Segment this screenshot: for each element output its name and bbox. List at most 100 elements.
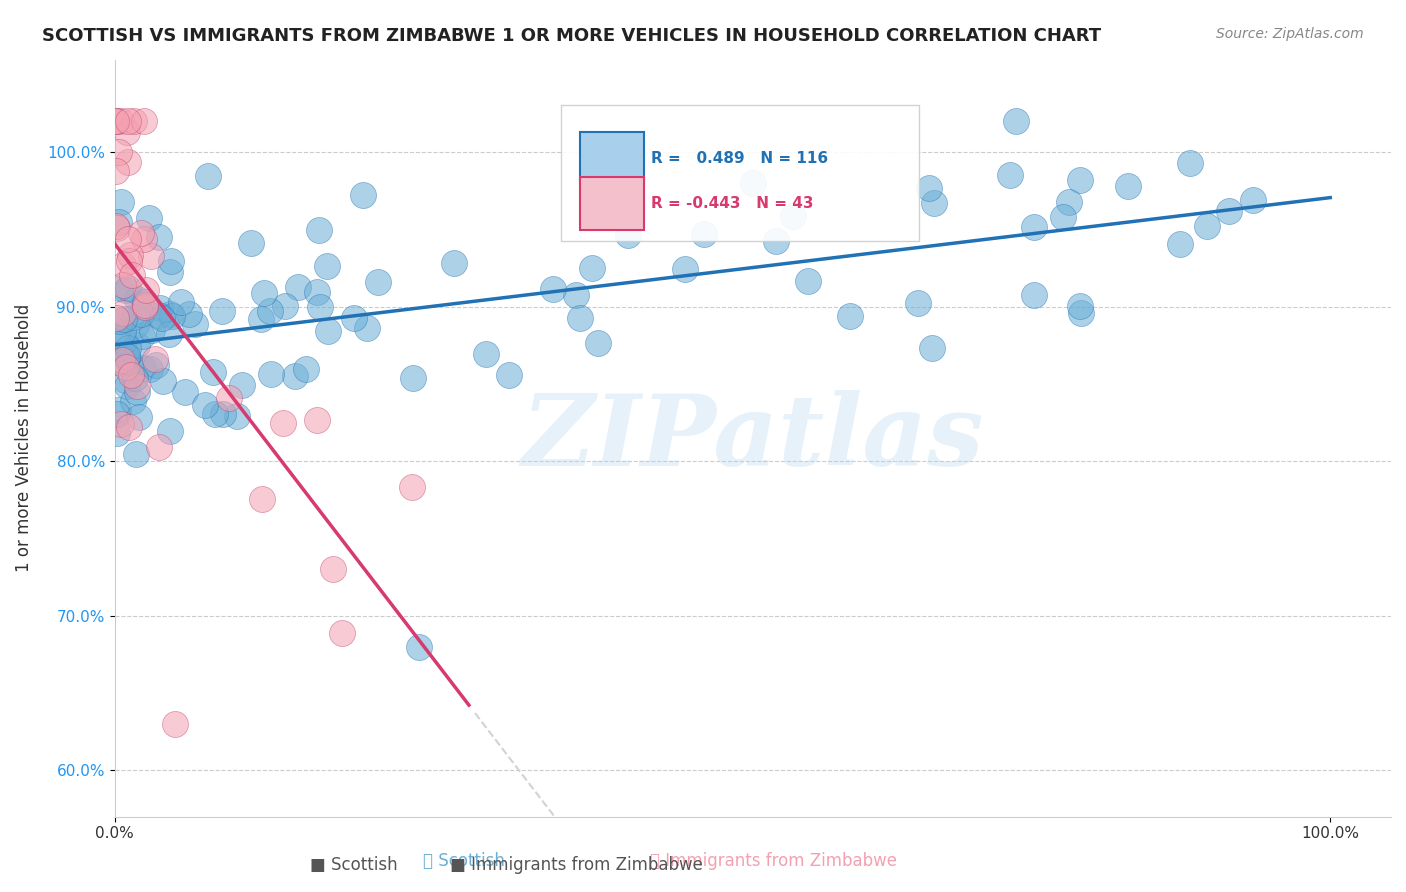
Immigrants from Zimbabwe: [104, 310, 127, 325]
Scottish: [581, 261, 603, 276]
Scottish: [1052, 211, 1074, 225]
Scottish: [443, 255, 465, 269]
Immigrants from Zimbabwe: [117, 114, 139, 128]
Immigrants from Zimbabwe: [108, 145, 131, 159]
Scottish: [110, 314, 132, 328]
Scottish: [1069, 173, 1091, 187]
Scottish: [159, 425, 181, 439]
Scottish: [148, 230, 170, 244]
Scottish: [1241, 193, 1264, 207]
Y-axis label: 1 or more Vehicles in Household: 1 or more Vehicles in Household: [15, 304, 32, 573]
Immigrants from Zimbabwe: [105, 219, 128, 234]
Scottish: [343, 310, 366, 325]
Scottish: [124, 318, 146, 332]
Scottish: [249, 311, 271, 326]
Immigrants from Zimbabwe: [118, 420, 141, 434]
Immigrants from Zimbabwe: [148, 440, 170, 454]
Text: Source: ZipAtlas.com: Source: ZipAtlas.com: [1216, 27, 1364, 41]
Immigrants from Zimbabwe: [132, 114, 155, 128]
Text: ■ Scottish          ■ Immigrants from Zimbabwe: ■ Scottish ■ Immigrants from Zimbabwe: [309, 856, 703, 874]
Immigrants from Zimbabwe: [134, 298, 156, 312]
Scottish: [111, 324, 134, 338]
Scottish: [160, 254, 183, 268]
Scottish: [179, 307, 201, 321]
Scottish: [765, 234, 787, 248]
Immigrants from Zimbabwe: [141, 249, 163, 263]
Scottish: [309, 300, 332, 314]
Scottish: [253, 286, 276, 301]
Scottish: [287, 280, 309, 294]
Scottish: [1178, 156, 1201, 170]
Immigrants from Zimbabwe: [121, 268, 143, 283]
Immigrants from Zimbabwe: [111, 306, 134, 320]
Scottish: [160, 309, 183, 323]
Immigrants from Zimbabwe: [165, 717, 187, 731]
Scottish: [138, 211, 160, 225]
Scottish: [173, 384, 195, 399]
Text: SCOTTISH VS IMMIGRANTS FROM ZIMBABWE 1 OR MORE VEHICLES IN HOUSEHOLD CORRELATION: SCOTTISH VS IMMIGRANTS FROM ZIMBABWE 1 O…: [42, 27, 1101, 45]
Scottish: [231, 378, 253, 392]
Scottish: [998, 168, 1021, 182]
Scottish: [132, 360, 155, 375]
Immigrants from Zimbabwe: [105, 220, 128, 235]
Scottish: [134, 295, 156, 310]
Scottish: [114, 373, 136, 387]
Immigrants from Zimbabwe: [218, 391, 240, 405]
Scottish: [157, 327, 180, 342]
Immigrants from Zimbabwe: [271, 416, 294, 430]
Immigrants from Zimbabwe: [115, 359, 138, 374]
Scottish: [1005, 114, 1028, 128]
Scottish: [159, 265, 181, 279]
Scottish: [367, 275, 389, 289]
Scottish: [274, 299, 297, 313]
Immigrants from Zimbabwe: [120, 368, 142, 382]
Immigrants from Zimbabwe: [118, 254, 141, 268]
Immigrants from Zimbabwe: [104, 114, 127, 128]
Scottish: [797, 274, 820, 288]
Scottish: [104, 330, 127, 344]
Immigrants from Zimbabwe: [322, 562, 344, 576]
Immigrants from Zimbabwe: [132, 232, 155, 246]
Scottish: [307, 285, 329, 299]
Scottish: [183, 317, 205, 331]
Scottish: [118, 355, 141, 369]
Immigrants from Zimbabwe: [122, 114, 145, 128]
Scottish: [352, 188, 374, 202]
Scottish: [316, 259, 339, 273]
Scottish: [907, 295, 929, 310]
Scottish: [115, 283, 138, 297]
Scottish: [194, 397, 217, 411]
Text: R =   0.489   N = 116: R = 0.489 N = 116: [651, 151, 828, 166]
Scottish: [152, 374, 174, 388]
Scottish: [918, 181, 941, 195]
Scottish: [569, 310, 592, 325]
Immigrants from Zimbabwe: [250, 491, 273, 506]
Immigrants from Zimbabwe: [104, 114, 127, 128]
Immigrants from Zimbabwe: [307, 413, 329, 427]
Scottish: [839, 309, 862, 323]
Scottish: [125, 292, 148, 306]
Scottish: [124, 370, 146, 384]
Scottish: [1070, 306, 1092, 320]
Scottish: [124, 447, 146, 461]
Scottish: [617, 227, 640, 242]
Immigrants from Zimbabwe: [131, 226, 153, 240]
Scottish: [259, 367, 281, 381]
Immigrants from Zimbabwe: [112, 258, 135, 272]
Scottish: [127, 385, 149, 400]
Immigrants from Zimbabwe: [120, 248, 142, 262]
Scottish: [131, 329, 153, 343]
Immigrants from Zimbabwe: [135, 283, 157, 297]
Scottish: [107, 281, 129, 295]
Scottish: [121, 394, 143, 409]
Scottish: [308, 223, 330, 237]
Scottish: [125, 338, 148, 352]
Scottish: [148, 308, 170, 322]
Immigrants from Zimbabwe: [330, 626, 353, 640]
Scottish: [117, 281, 139, 295]
Immigrants from Zimbabwe: [117, 154, 139, 169]
Immigrants from Zimbabwe: [111, 278, 134, 293]
Scottish: [284, 368, 307, 383]
Immigrants from Zimbabwe: [110, 114, 132, 128]
Scottish: [114, 350, 136, 364]
